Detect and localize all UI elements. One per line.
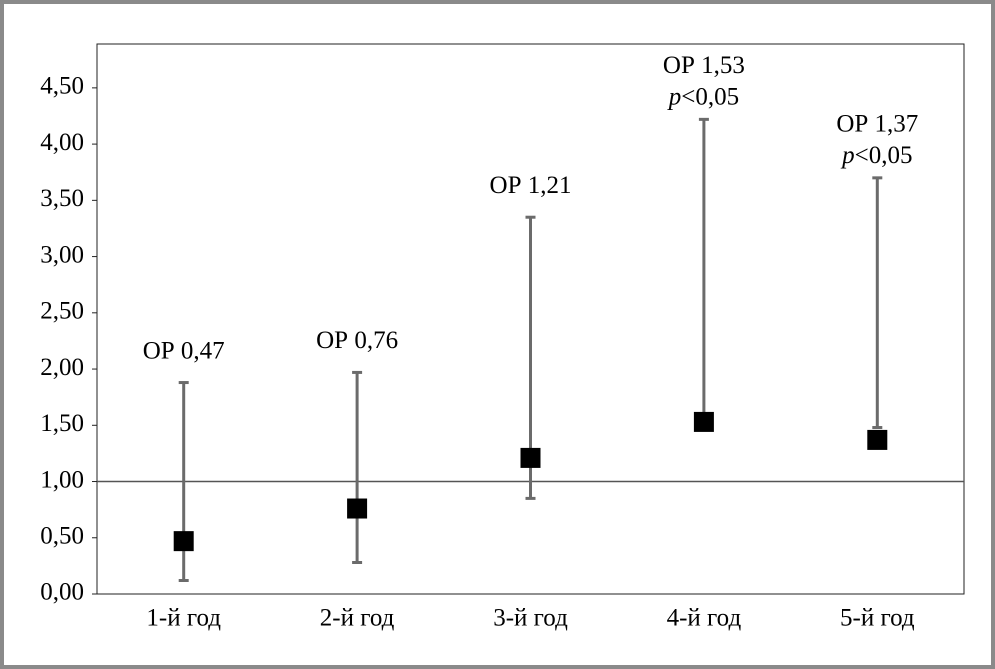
x-tick-label: 3-й год — [493, 605, 568, 632]
note: p<0,05 — [667, 83, 739, 110]
point — [347, 498, 368, 519]
note-text: <0,05 — [855, 142, 913, 169]
value-label: ОР 1,37 — [836, 111, 918, 138]
value-label: ОР 1,21 — [490, 172, 572, 199]
value-label: ОР 1,53 — [663, 52, 745, 79]
y-tick-label: 0,00 — [40, 579, 84, 606]
plot-area — [96, 43, 965, 595]
point — [520, 447, 541, 468]
x-tick-label: 4-й год — [667, 605, 742, 632]
x-tick-label: 5-й год — [840, 605, 915, 632]
y-tick-label: 1,00 — [40, 466, 84, 493]
note-italic: p — [667, 83, 682, 110]
y-tick-label: 0,50 — [40, 522, 84, 549]
y-tick-label: 2,00 — [40, 354, 84, 381]
x-tick-label: 2-й год — [320, 605, 395, 632]
point — [693, 411, 714, 432]
point — [867, 429, 888, 450]
y-tick-label: 3,00 — [40, 241, 84, 268]
y-tick-label: 4,00 — [40, 129, 84, 156]
x-tick-label: 1-й год — [146, 605, 221, 632]
value-label: ОР 0,76 — [316, 327, 398, 354]
y-tick-label: 1,50 — [40, 410, 84, 437]
y-tick-label: 4,50 — [40, 73, 84, 100]
point — [173, 531, 194, 552]
value-label: ОР 0,47 — [143, 337, 225, 364]
note: p<0,05 — [840, 142, 912, 169]
note-italic: p — [840, 142, 855, 169]
y-tick-label: 3,50 — [40, 185, 84, 212]
y-tick-label: 2,50 — [40, 298, 84, 325]
note-text: <0,05 — [681, 83, 739, 110]
